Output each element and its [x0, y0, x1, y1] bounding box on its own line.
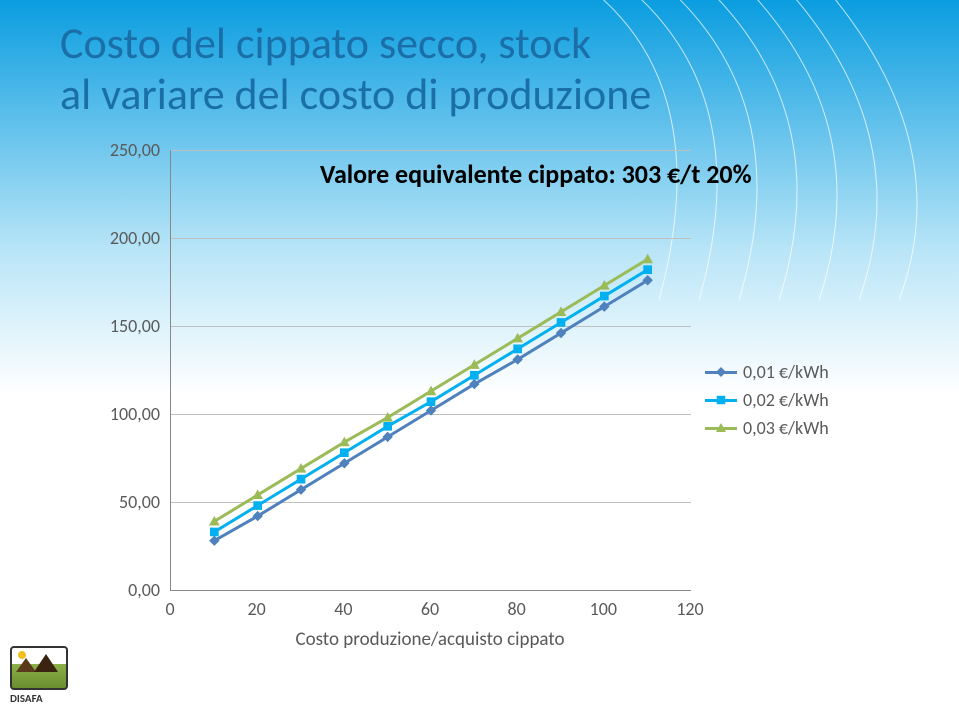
title-line-2: al variare del costo di produzione	[60, 67, 651, 121]
logo-image	[10, 646, 68, 690]
y-tick-label: 250,00	[100, 139, 160, 161]
legend: 0,01 €/kWh 0,02 €/kWh 0,03 €/kWh	[705, 355, 829, 445]
x-axis-title: Costo produzione/acquisto cippato	[170, 628, 690, 651]
chart: Valore equivalente cippato: 303 €/t 20% …	[100, 150, 840, 630]
y-tick-label: 150,00	[100, 315, 160, 337]
y-tick-label: 100,00	[100, 403, 160, 425]
series-marker	[297, 475, 305, 483]
slide: Costo del cippato secco, stock al variar…	[0, 0, 959, 717]
x-tick-label: 80	[497, 598, 537, 620]
x-tick-label: 0	[150, 598, 190, 620]
x-tick-label: 120	[670, 598, 710, 620]
plot-area	[170, 150, 691, 591]
series-marker	[643, 255, 652, 263]
legend-swatch	[705, 371, 737, 374]
legend-swatch	[705, 427, 737, 430]
series-marker	[254, 502, 262, 510]
logo-text: DISAFA	[10, 692, 43, 705]
y-tick-label: 50,00	[100, 491, 160, 513]
series-marker	[211, 528, 219, 536]
legend-label: 0,01 €/kWh	[743, 361, 829, 383]
title-line-1: Costo del cippato secco, stock	[60, 16, 591, 70]
legend-swatch	[705, 399, 737, 402]
series-marker	[341, 449, 349, 457]
disafa-logo: DISAFA	[10, 646, 80, 705]
series-marker	[427, 398, 435, 406]
legend-item: 0,03 €/kWh	[705, 417, 829, 439]
legend-item: 0,01 €/kWh	[705, 361, 829, 383]
series-marker	[601, 292, 609, 300]
series-marker	[471, 371, 479, 379]
series-marker	[384, 422, 392, 430]
x-tick-label: 40	[323, 598, 363, 620]
legend-item: 0,02 €/kWh	[705, 389, 829, 411]
legend-label: 0,03 €/kWh	[743, 417, 829, 439]
plot-svg	[171, 150, 691, 590]
series-marker	[514, 345, 522, 353]
x-tick-label: 20	[237, 598, 277, 620]
series-marker	[644, 266, 652, 274]
x-tick-label: 100	[583, 598, 623, 620]
x-tick-label: 60	[410, 598, 450, 620]
slide-title: Costo del cippato secco, stock al variar…	[60, 18, 651, 119]
legend-label: 0,02 €/kWh	[743, 389, 829, 411]
y-tick-label: 200,00	[100, 227, 160, 249]
series-marker	[557, 319, 565, 327]
